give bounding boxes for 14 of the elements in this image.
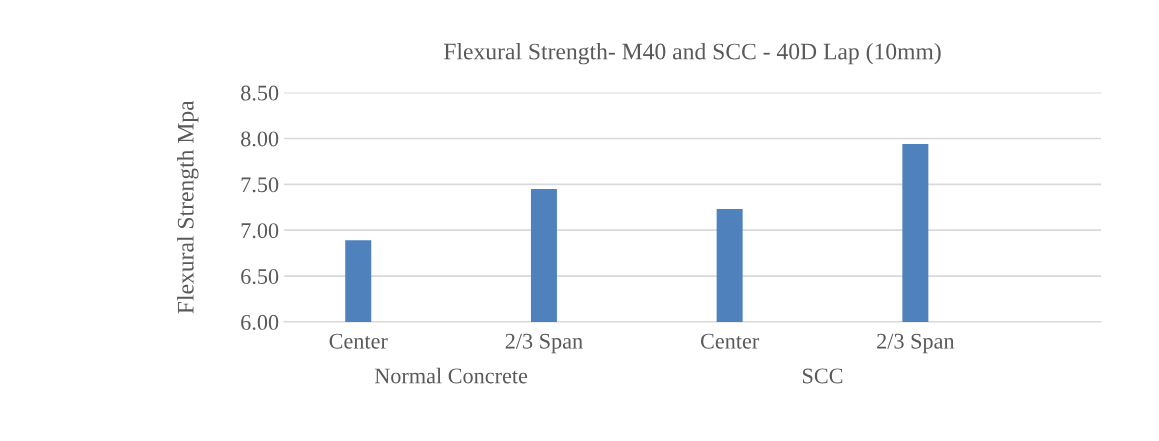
y-axis-title: Flexural Strength Mpa bbox=[177, 100, 199, 314]
y-tick-label: 7.00 bbox=[241, 223, 279, 239]
x-tick-label: Center bbox=[700, 333, 760, 349]
text: SCC bbox=[802, 368, 843, 384]
y-tick-label: 8.50 bbox=[241, 85, 279, 101]
y-tick-label: 8.00 bbox=[241, 131, 279, 147]
y-tick-label: 6.00 bbox=[241, 314, 279, 330]
x-tick-label: 2/3 Span bbox=[505, 333, 583, 354]
x-tick-label: 2/3 Span bbox=[877, 333, 955, 354]
x-tick-label: Center bbox=[329, 333, 388, 349]
y-tick-label: 6.50 bbox=[241, 269, 279, 285]
y-tick-label: 7.50 bbox=[241, 177, 279, 193]
text: Normal Concrete bbox=[374, 367, 528, 384]
chart-title: Flexural Strength- M40 and SCC - 40D Lap (10mm) bbox=[443, 42, 941, 65]
